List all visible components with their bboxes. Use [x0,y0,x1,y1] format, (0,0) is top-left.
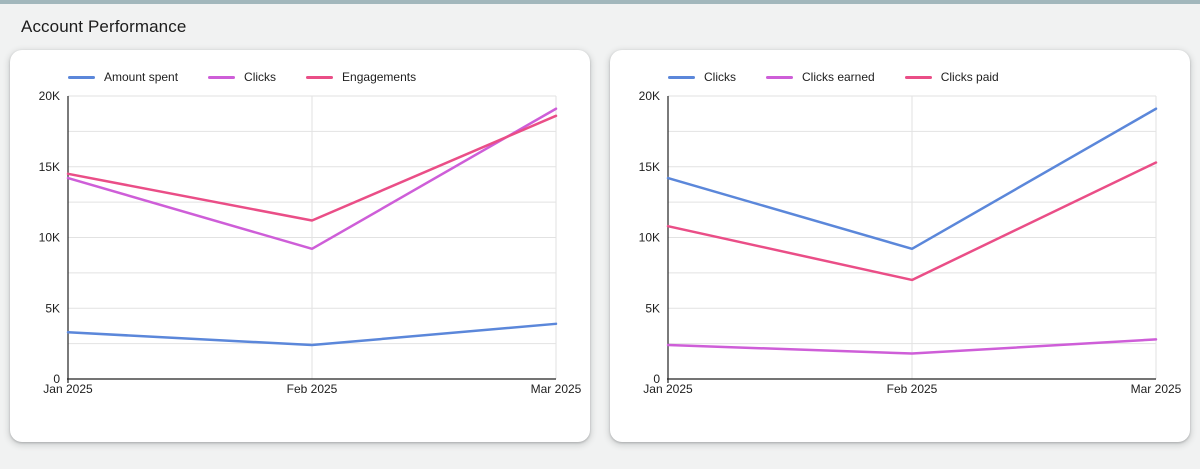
charts-row: Amount spent Clicks Engagements 0 5K 10K 15K 2… [0,50,1200,442]
y-axis-tick-label: 15K [639,160,660,174]
legend-item: Clicks paid [904,70,999,84]
y-axis-tick-label: 10K [639,231,660,245]
legend-swatch [904,75,932,79]
legend-label: Clicks [244,70,277,84]
legend-label: Clicks [704,70,736,84]
chart-legend: Amount spent Clicks Engagements [10,50,590,90]
legend-label: Clicks earned [802,70,875,84]
y-axis-tick-label: 0 [653,372,660,386]
legend-item: Clicks [668,70,736,84]
x-axis-tick-label: Mar 2025 [531,382,582,396]
series-line-engagements [66,114,558,222]
series-line-amount-spent [66,322,558,347]
x-axis-tick-label: Jan 2025 [643,382,693,396]
y-axis-tick-label: 20K [39,90,60,103]
line-chart-canvas: 0 5K 10K 15K 20K Jan 2025 Feb 2025 Mar 2025 [39,90,582,396]
legend-item: Engagements [306,70,416,84]
series-line-clicks [66,107,558,251]
series-line-clicks [666,107,1158,251]
chart-card-account-metrics: Amount spent Clicks Engagements 0 5K 10K 15K 2… [10,50,590,442]
chart-card-clicks-breakdown: Clicks Clicks earned Clicks paid 0 5K 10K 15K… [610,50,1190,442]
series-line-clicks-earned [666,338,1158,355]
line-chart-canvas: 0 5K 10K 15K 20K Jan 2025 Feb 2025 Mar 2025 [639,90,1182,396]
legend-swatch [766,75,793,79]
x-axis-tick-label: Mar 2025 [1131,382,1182,396]
legend-label: Clicks paid [940,70,999,84]
legend-label: Engagements [342,70,417,84]
legend-item: Clicks [208,70,276,84]
legend-swatch [68,75,95,79]
legend-item: Clicks earned [766,70,875,84]
series-line-clicks-paid [666,161,1158,282]
y-axis-tick-label: 10K [39,231,60,245]
x-axis-tick-label: Feb 2025 [887,382,938,396]
y-axis-tick-label: 5K [45,301,60,315]
chart-legend: Clicks Clicks earned Clicks paid [610,50,1190,90]
legend-swatch [306,75,334,79]
y-axis-tick-label: 20K [639,90,660,103]
legend-label: Amount spent [104,70,179,84]
x-axis-tick-label: Jan 2025 [43,382,93,396]
legend-item: Amount spent [68,70,178,84]
x-axis-tick-label: Feb 2025 [287,382,338,396]
legend-swatch [208,75,236,79]
page-title: Account Performance [21,17,187,36]
y-axis-tick-label: 5K [645,301,660,315]
top-accent-bar [0,0,1200,4]
legend-swatch [668,75,695,79]
y-axis-tick-label: 15K [39,160,60,174]
y-axis-tick-label: 0 [53,372,60,386]
